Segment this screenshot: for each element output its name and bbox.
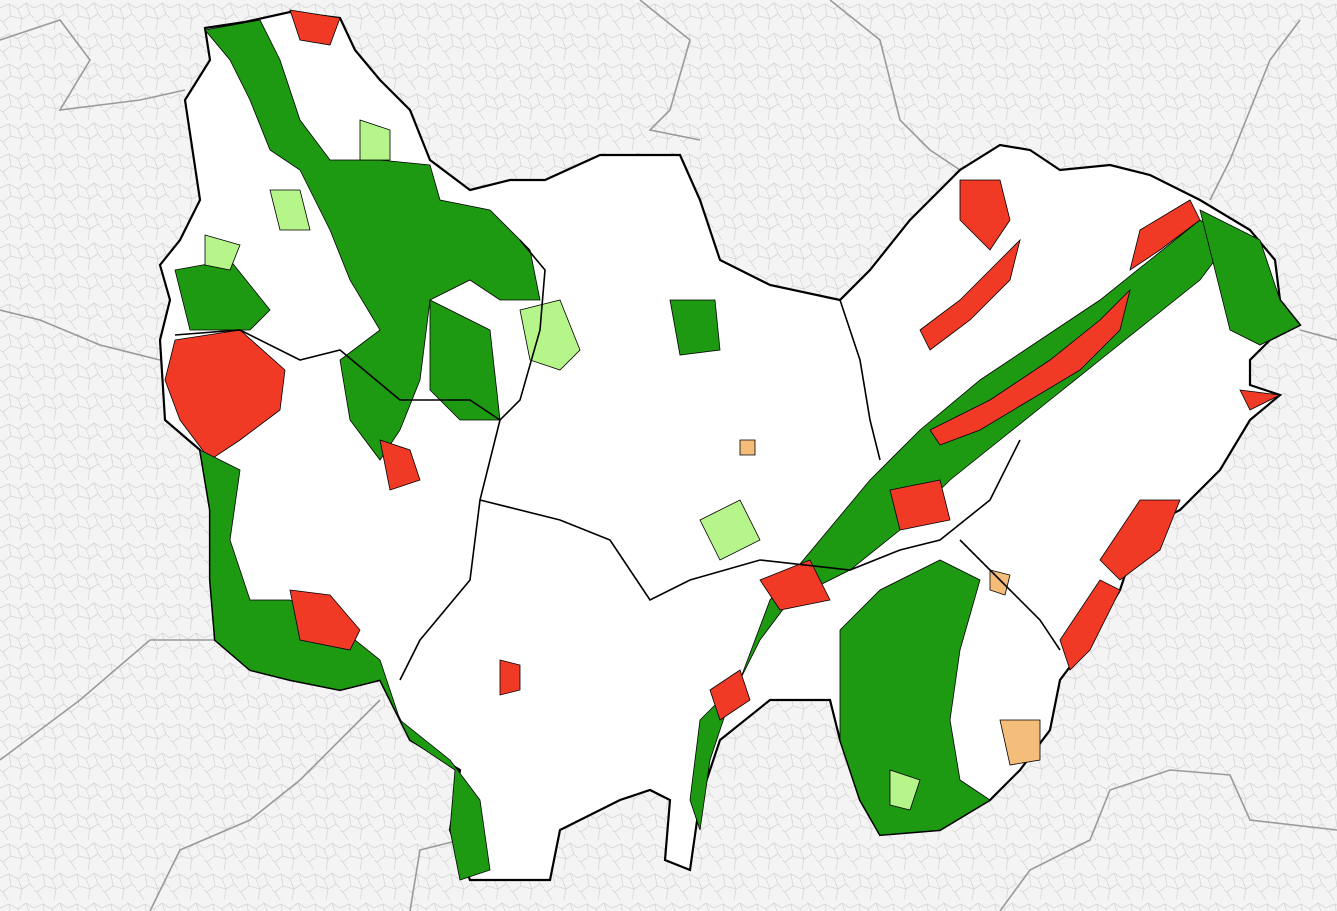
commune-group — [199, 449, 491, 881]
commune-group — [959, 179, 1011, 251]
commune-group — [839, 559, 991, 836]
border — [639, 0, 701, 141]
commune-group — [289, 9, 341, 46]
commune-groups — [164, 9, 1301, 881]
commune-group — [889, 479, 951, 531]
commune-group — [669, 299, 721, 356]
border — [0, 19, 186, 111]
commune-group — [429, 299, 501, 421]
commune-group — [1059, 579, 1121, 671]
commune-group — [519, 299, 581, 371]
border — [0, 639, 215, 761]
commune-group — [1199, 209, 1301, 346]
border — [1299, 329, 1337, 341]
commune-group — [739, 439, 756, 456]
border — [1209, 19, 1301, 201]
commune-group — [269, 189, 311, 231]
commune-group — [289, 589, 361, 651]
commune-group — [689, 219, 1231, 831]
commune-group — [164, 329, 286, 461]
commune-group — [1099, 499, 1181, 581]
border — [839, 299, 881, 461]
border — [149, 699, 381, 911]
commune-group — [1239, 389, 1282, 411]
commune-group — [699, 499, 761, 561]
commune-group — [499, 659, 521, 696]
border — [409, 839, 461, 911]
commune-group — [359, 119, 391, 161]
commune-group — [889, 769, 921, 811]
border — [479, 439, 1021, 602]
commune-group — [919, 238, 1021, 351]
commune-group — [709, 669, 751, 721]
commune-group — [379, 439, 421, 491]
commune-group — [989, 569, 1011, 596]
commune-group — [759, 559, 831, 611]
border — [999, 769, 1337, 911]
border — [959, 539, 1061, 651]
commune-group — [999, 719, 1041, 766]
commune-group — [929, 288, 1131, 446]
border — [829, 0, 961, 171]
border — [0, 309, 161, 361]
commune-group — [1129, 199, 1201, 271]
commune-group — [204, 234, 241, 271]
department-borders — [174, 239, 1061, 681]
border — [174, 239, 546, 422]
border — [399, 419, 501, 681]
